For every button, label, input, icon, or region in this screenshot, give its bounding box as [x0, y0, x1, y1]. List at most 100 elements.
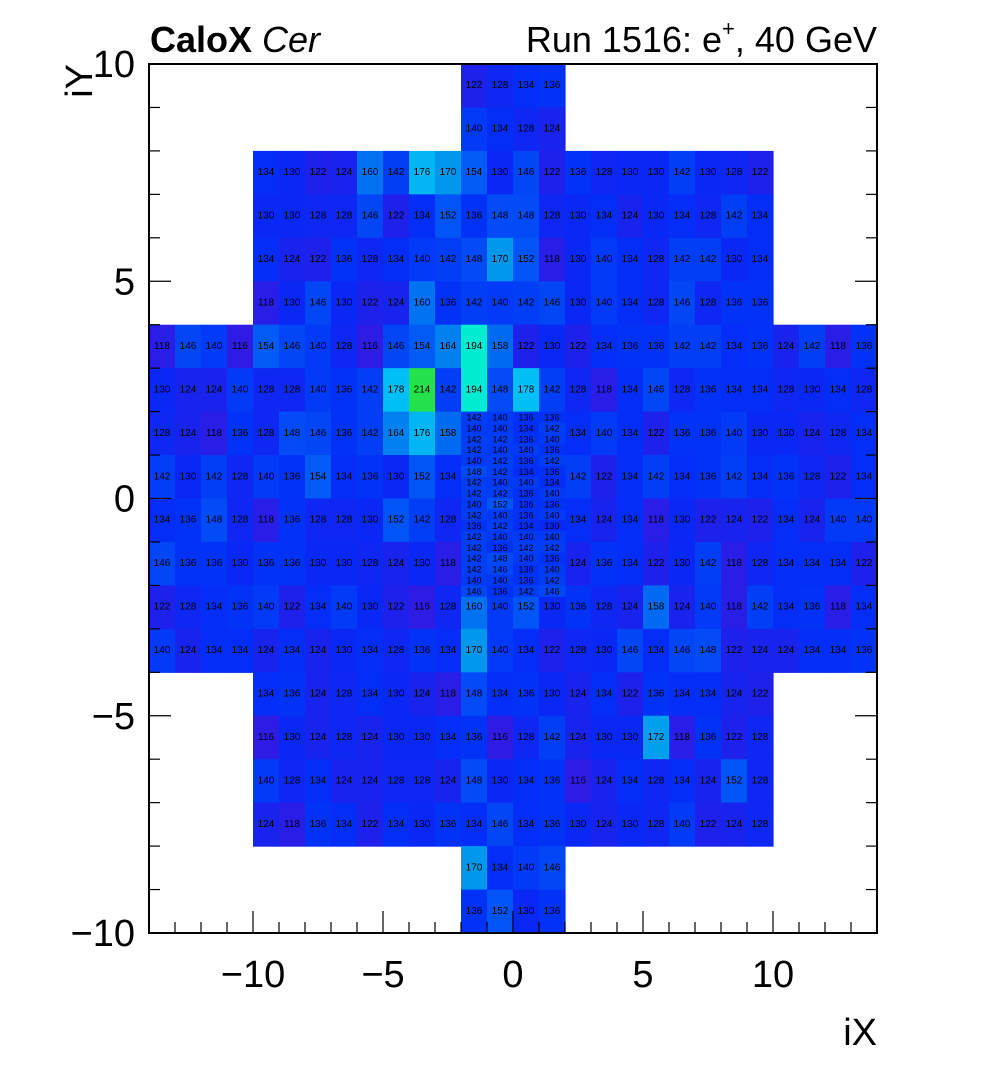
- cell-x10-y-3-label: 134: [778, 602, 795, 613]
- cell-x-9-y-3: [279, 585, 306, 630]
- cell-x-11-y0: [227, 455, 254, 500]
- cell-x-1-y2: [487, 368, 514, 413]
- cell-x7-y-5: [695, 672, 722, 717]
- cell-x-3-y6: [435, 194, 462, 239]
- cell-x-13-y-3: [175, 585, 202, 630]
- cell-x-13-y1-label: 124: [180, 428, 197, 439]
- cell-x-8-y-7: [305, 759, 332, 804]
- cell-x-6-y-2: [357, 541, 384, 586]
- cell-x-9-y-7: [279, 759, 306, 804]
- cell-x2-y6-label: 130: [570, 211, 587, 222]
- cell-x7-y1: [695, 411, 722, 456]
- cell-x1-y4: [539, 281, 566, 326]
- cell-x-12-y-3-label: 134: [206, 602, 223, 613]
- cell-x-8-y1: [305, 411, 332, 456]
- cell-x11-y-4-label: 134: [804, 645, 821, 656]
- fine-cell-r9-c2: [513, 509, 540, 521]
- cell-x-6-y0: [357, 455, 384, 500]
- cell-x7-y3-label: 142: [700, 341, 717, 352]
- cell-x9-y-5: [747, 672, 774, 717]
- cell-x-2-y-8: [461, 802, 488, 847]
- cell-x-5-y-2-label: 124: [388, 558, 405, 569]
- fine-cell-r13-c3-label: 136: [544, 554, 559, 564]
- cell-x-3-y-7-label: 124: [440, 775, 457, 786]
- cell-x1-y3-label: 130: [544, 341, 561, 352]
- cell-x1-y6: [539, 194, 566, 239]
- cell-x7-y2: [695, 368, 722, 413]
- cell-x8-y5-label: 130: [726, 254, 743, 265]
- cell-x-3-y-2-label: 118: [440, 558, 456, 569]
- cell-x-1-y-5-label: 134: [492, 689, 509, 700]
- cell-x-3-y-1: [435, 498, 462, 543]
- cell-x9-y-4: [747, 628, 774, 673]
- fine-cell-r7-c3: [539, 487, 566, 500]
- x-tick-label-0: 0: [502, 954, 523, 996]
- cell-x-10-y-3-label: 140: [258, 602, 275, 613]
- cell-x7-y-7: [695, 759, 722, 804]
- cell-x-5-y4-label: 124: [388, 297, 405, 308]
- cell-x-1-y3: [487, 324, 514, 369]
- cell-x-7-y-4-label: 130: [336, 645, 353, 656]
- cell-x-4-y1: [409, 411, 436, 456]
- fine-cell-r1-c3: [539, 422, 566, 434]
- cell-x8-y-5: [721, 672, 748, 717]
- fine-cell-r6-c3-label: 134: [544, 478, 559, 488]
- fine-cell-r10-c1: [487, 520, 514, 532]
- cell-x-12-y0: [201, 455, 228, 500]
- axis-ticks: [148, 63, 878, 934]
- cell-x-13-y-4: [175, 628, 202, 673]
- cell-x-6-y2-label: 142: [362, 384, 379, 395]
- cell-x1-y2: [539, 368, 566, 413]
- x-tick-label-10: 10: [752, 954, 794, 996]
- cell-x-9-y3-label: 146: [284, 341, 301, 352]
- cell-x-2-y3-label: 194: [466, 341, 483, 352]
- cell-x4-y7: [617, 150, 644, 195]
- cell-x2-y-6: [565, 715, 592, 760]
- cell-x1-y-6: [539, 715, 566, 760]
- cell-x-8-y-3: [305, 585, 332, 630]
- cell-x2-y-1: [565, 498, 592, 543]
- cell-x12-y-3: [825, 585, 852, 630]
- cell-x-7-y-7: [331, 759, 358, 804]
- cell-x-3-y1-label: 158: [440, 428, 457, 439]
- cell-x4-y0: [617, 455, 644, 500]
- cell-x-4-y-1: [409, 498, 436, 543]
- cell-x-8-y-2-label: 130: [310, 558, 327, 569]
- cell-x8-y2: [721, 368, 748, 413]
- cell-x-3-y-5: [435, 672, 462, 717]
- cell-x-8-y2-label: 140: [310, 384, 327, 395]
- cell-x-12-y-3: [201, 585, 228, 630]
- cell-x-1-y5-label: 170: [492, 254, 509, 265]
- fine-cell-r6-c1: [487, 476, 514, 489]
- cell-x5-y3: [643, 324, 670, 369]
- fine-cell-r4-c2-label: 136: [518, 456, 533, 466]
- cell-x5-y-3-label: 158: [648, 602, 665, 613]
- fine-cell-r2-c0: [461, 433, 488, 445]
- cell-x4-y-5: [617, 672, 644, 717]
- cell-x3-y-2: [591, 541, 618, 586]
- cell-x10-y1-label: 130: [778, 428, 795, 439]
- cell-x7-y5: [695, 237, 722, 282]
- cell-x-12-y-1: [201, 498, 228, 543]
- cell-x-3-y2-label: 142: [440, 384, 457, 395]
- cell-x-10-y-3: [253, 585, 280, 630]
- run-prefix: Run 1516: e: [526, 19, 722, 60]
- cell-x-2-y-8-label: 134: [466, 819, 483, 830]
- cell-x13-y2-label: 128: [856, 384, 873, 395]
- fine-cell-r9-c1: [487, 509, 514, 521]
- cell-x-5-y-5: [383, 672, 410, 717]
- cell-x9-y-3: [747, 585, 774, 630]
- cell-x11-y-3-label: 136: [804, 602, 821, 613]
- cell-x-2-y-5-label: 148: [466, 689, 483, 700]
- cell-x-10-y-2-label: 136: [258, 558, 275, 569]
- cell-x-2-y-4: [461, 628, 488, 673]
- fine-cell-r0-c2: [513, 411, 540, 424]
- cell-x-4-y1-label: 176: [414, 428, 431, 439]
- cell-x4-y-6: [617, 715, 644, 760]
- cell-x10-y1: [773, 411, 800, 456]
- cell-x-2-y2-label: 194: [466, 384, 483, 395]
- cell-x-7-y6: [331, 194, 358, 239]
- cell-x-9-y2-label: 128: [284, 384, 301, 395]
- fine-cell-r14-c3-label: 140: [544, 565, 559, 575]
- fine-cell-r8-c1: [487, 498, 514, 510]
